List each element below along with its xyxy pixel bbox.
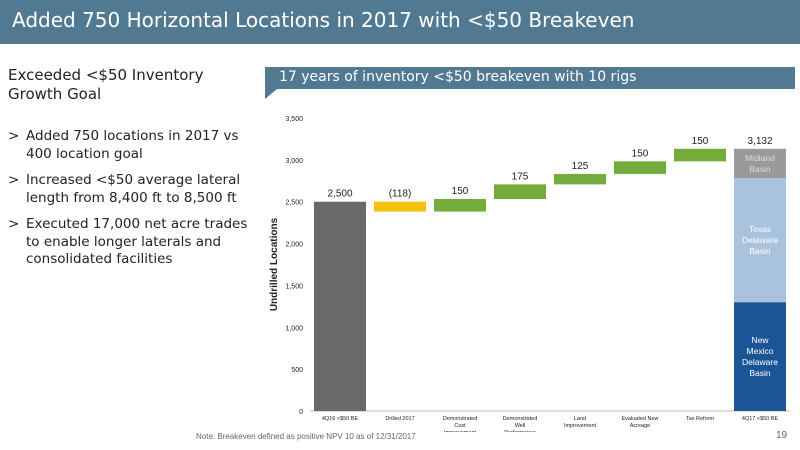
bullet-text: Executed 17,000 net acre trades to enabl… xyxy=(26,216,248,267)
bullet-arrow: > xyxy=(8,172,20,188)
title-bar: Added 750 Horizontal Locations in 2017 w… xyxy=(0,0,800,44)
category-label: Cost xyxy=(454,423,466,429)
category-label: Evaluated New xyxy=(622,416,659,422)
data-label: 150 xyxy=(452,186,469,197)
data-label: (118) xyxy=(389,189,412,200)
y-tick-label: 1,500 xyxy=(285,283,303,290)
data-label: 150 xyxy=(632,148,649,159)
category-label: Demonstrated xyxy=(443,416,478,422)
segment-label: Mexico xyxy=(747,346,774,356)
data-label: 150 xyxy=(692,136,709,147)
footnote: Note: Breakeven defined as positive NPV … xyxy=(196,432,416,441)
bar xyxy=(674,148,726,162)
y-tick-label: 0 xyxy=(299,409,303,416)
data-label: 3,132 xyxy=(747,136,772,147)
bar xyxy=(554,173,606,185)
bullet-arrow: > xyxy=(8,128,20,144)
stacked-segment xyxy=(734,302,786,411)
category-label: Demonstrated xyxy=(503,416,538,422)
segment-label: Basin xyxy=(749,246,771,256)
category-label: Performance xyxy=(504,430,536,432)
bar xyxy=(434,199,486,212)
y-tick-label: 3,500 xyxy=(285,116,303,123)
y-tick-label: 2,000 xyxy=(285,242,303,249)
category-label: Acreage xyxy=(630,423,651,429)
segment-label: Basin xyxy=(749,164,771,174)
bar xyxy=(374,201,426,212)
segment-label: New xyxy=(751,335,769,345)
segment-label: Basin xyxy=(749,368,771,378)
bullet-text: Increased <$50 average lateral length fr… xyxy=(26,172,241,206)
y-tick-label: 2,500 xyxy=(285,200,303,207)
category-label: Land xyxy=(574,416,586,422)
bullet-list: > Added 750 locations in 2017 vs 400 loca… xyxy=(8,128,258,278)
bar xyxy=(314,201,366,411)
bullet-item: > Added 750 locations in 2017 vs 400 loca… xyxy=(8,128,258,163)
bullet-item: > Executed 17,000 net acre trades to enab… xyxy=(8,216,258,269)
category-label: Improvement xyxy=(564,423,597,429)
y-tick-label: 1,000 xyxy=(285,325,303,332)
page-number: 19 xyxy=(776,430,788,441)
category-label: Well xyxy=(515,423,526,429)
category-label: Improvement xyxy=(444,430,477,432)
bullet-item: > Increased <$50 average lateral length f… xyxy=(8,172,258,207)
y-axis-label: Undrilled Locations xyxy=(269,217,280,311)
callout-notch xyxy=(265,89,277,99)
slide-title: Added 750 Horizontal Locations in 2017 w… xyxy=(12,8,635,32)
left-panel: Exceeded <$50 Inventory Growth Goal xyxy=(8,66,258,104)
category-label: Tax Reform xyxy=(686,416,715,422)
category-label: 4Q16 <$50 BE xyxy=(322,416,359,422)
stacked-segment xyxy=(734,178,786,303)
callout-banner: 17 years of inventory <$50 breakeven wit… xyxy=(265,67,795,89)
callout-text: 17 years of inventory <$50 breakeven wit… xyxy=(279,69,637,85)
segment-label: Delaware xyxy=(742,357,778,367)
category-label: 4Q17 <$50 BE xyxy=(742,416,779,422)
bar xyxy=(614,161,666,174)
y-tick-label: 500 xyxy=(291,367,303,374)
left-heading: Exceeded <$50 Inventory Growth Goal xyxy=(8,66,204,103)
bullet-arrow: > xyxy=(8,216,20,232)
y-tick-label: 3,000 xyxy=(285,158,303,165)
data-label: 2,500 xyxy=(327,189,352,200)
category-label: Drilled 2017 xyxy=(385,416,414,422)
bullet-text: Added 750 locations in 2017 vs 400 locat… xyxy=(26,128,239,162)
data-label: 125 xyxy=(572,161,589,172)
data-label: 175 xyxy=(512,171,529,182)
segment-label: Delaware xyxy=(742,235,778,245)
stacked-segment xyxy=(734,148,786,179)
bar xyxy=(494,184,546,200)
waterfall-chart: Undrilled Locations 0 500 1,000 1,500 2,000 2,… xyxy=(269,116,790,432)
segment-label: Midland xyxy=(745,153,775,163)
segment-label: Texas xyxy=(749,224,771,234)
